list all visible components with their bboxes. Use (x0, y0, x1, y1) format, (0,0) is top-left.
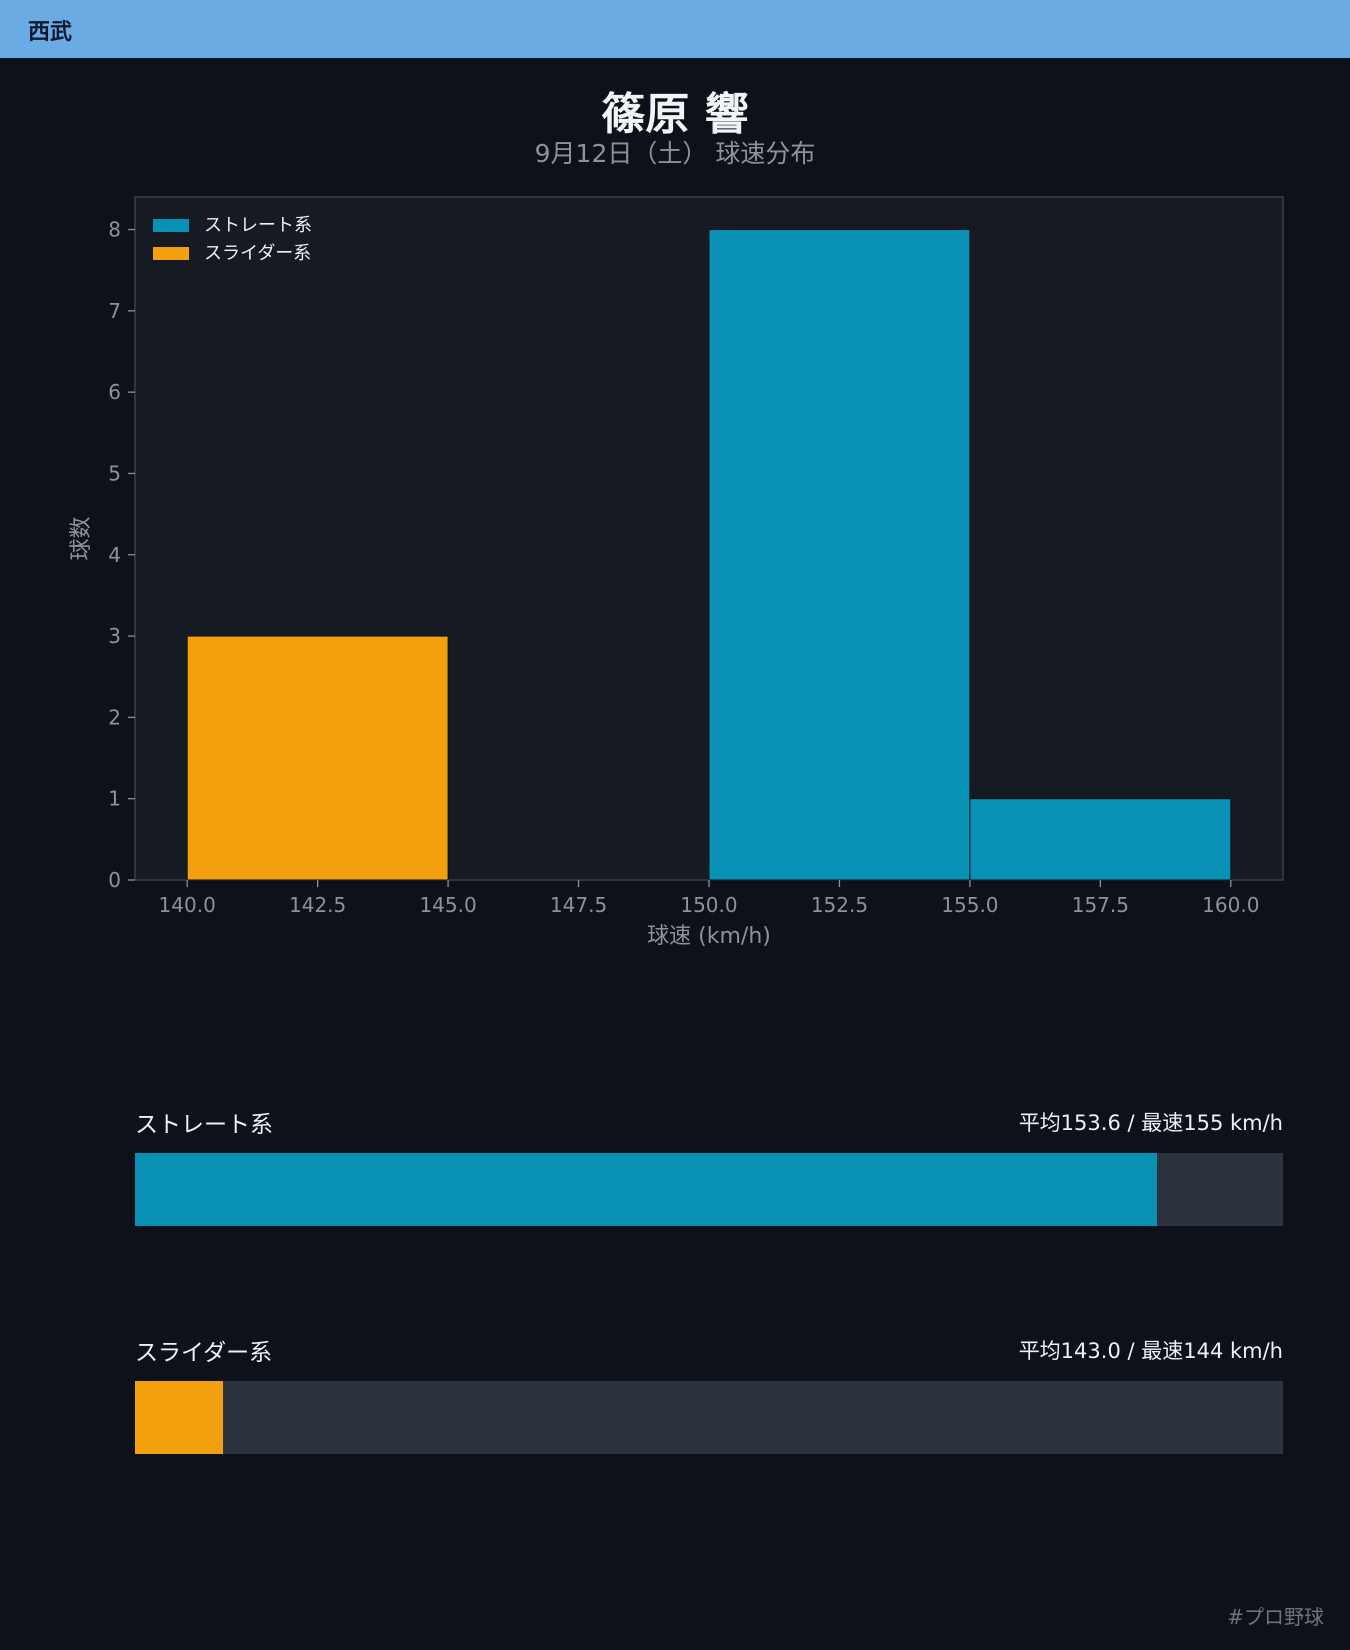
x-tick-label: 160.0 (1202, 893, 1259, 917)
x-tick-label: 142.5 (289, 893, 346, 917)
x-tick-label: 152.5 (811, 893, 868, 917)
legend-swatch (153, 219, 189, 232)
stat-fill-fastball (135, 1153, 1157, 1226)
y-axis-label: 球数 (69, 516, 94, 560)
histogram-bar (708, 229, 971, 881)
team-name: 西武 (28, 20, 73, 45)
x-tick-label: 140.0 (159, 893, 216, 917)
legend-label: スライダー系 (204, 243, 311, 264)
legend-label: ストレート系 (204, 215, 312, 236)
x-tick-label: 157.5 (1072, 893, 1129, 917)
y-tick-label: 7 (108, 299, 121, 323)
hashtag: #プロ野球 (1227, 1605, 1324, 1629)
x-tick-label: 145.0 (419, 893, 476, 917)
x-tick-label: 155.0 (941, 893, 998, 917)
chart-subtitle: 9月12日（土） 球速分布 (534, 139, 816, 168)
y-tick-label: 2 (108, 705, 121, 729)
x-axis-label: 球速 (km/h) (647, 924, 771, 949)
y-tick-label: 6 (108, 380, 121, 404)
pitcher-name: 篠原 響 (601, 89, 749, 140)
stat-value-fastball: 平均153.6 / 最速155 km/h (1018, 1111, 1283, 1135)
y-tick-label: 5 (108, 461, 121, 485)
x-tick-label: 147.5 (550, 893, 607, 917)
velocity-histogram: 140.0 142.5 145.0 147.5 150.0 152.5 155.0 157.5… (69, 196, 1284, 949)
y-tick-label: 8 (108, 218, 121, 242)
stat-track-slider (135, 1381, 1283, 1454)
y-tick-label: 1 (108, 787, 121, 811)
histogram-bar (969, 798, 1232, 881)
y-tick-label: 0 (108, 868, 121, 892)
stat-label-fastball: ストレート系 (135, 1112, 273, 1138)
team-header-bar: 西武 (0, 0, 1350, 58)
x-tick-label: 150.0 (680, 893, 737, 917)
histogram-bar (186, 635, 449, 881)
y-tick-label: 3 (108, 624, 121, 648)
legend-swatch (153, 247, 189, 260)
stat-fill-slider (135, 1381, 224, 1454)
y-tick-label: 4 (108, 543, 121, 567)
stat-track-fastball (135, 1153, 1283, 1226)
stat-value-slider: 平均143.0 / 最速144 km/h (1018, 1339, 1283, 1363)
stat-label-slider: スライダー系 (135, 1340, 273, 1366)
